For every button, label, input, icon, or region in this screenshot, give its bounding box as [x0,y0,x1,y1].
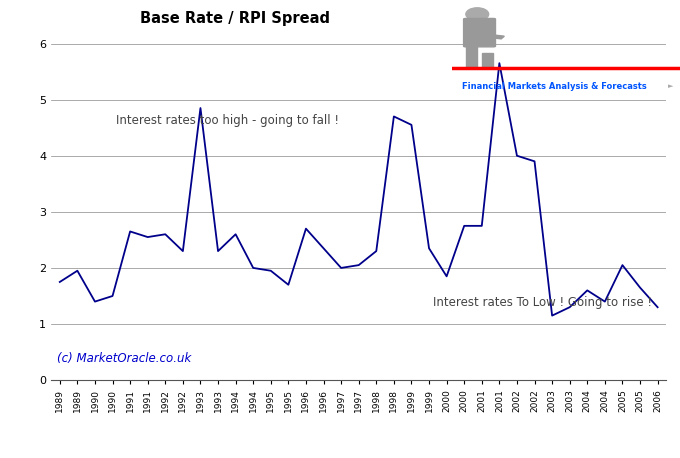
Ellipse shape [466,8,489,21]
Text: (c) MarketOracle.co.uk: (c) MarketOracle.co.uk [57,352,191,365]
Text: Interest rates To Low ! Going to rise !: Interest rates To Low ! Going to rise ! [432,296,651,309]
Bar [482,53,493,67]
Bar [466,44,477,67]
Text: ►: ► [668,83,673,90]
Text: MarketOracle.co.uk: MarketOracle.co.uk [524,26,653,38]
Text: Interest rates too high - going to fall !: Interest rates too high - going to fall … [116,114,339,127]
Text: Financial Markets Analysis & Forecasts: Financial Markets Analysis & Forecasts [462,82,647,91]
FancyBboxPatch shape [464,18,496,47]
Text: Base Rate / RPI Spread: Base Rate / RPI Spread [139,11,330,27]
Bar [484,34,505,39]
